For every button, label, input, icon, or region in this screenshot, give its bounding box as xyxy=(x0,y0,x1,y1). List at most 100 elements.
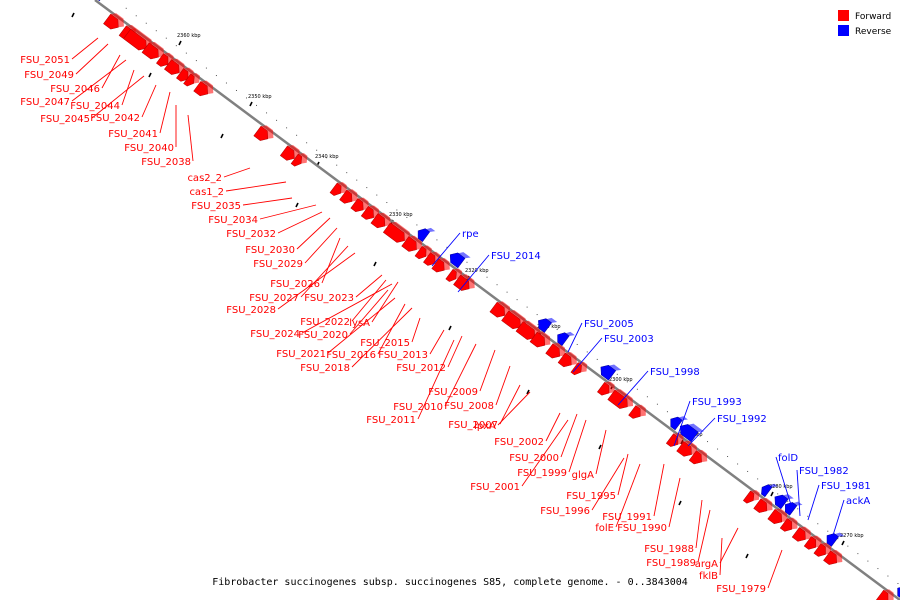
forward-gene-arrow[interactable] xyxy=(401,233,426,257)
gene-label[interactable]: FSU_2013 xyxy=(378,350,428,361)
gene-label[interactable]: cas2_2 xyxy=(187,173,222,184)
forward-gene-arrow[interactable] xyxy=(193,78,217,101)
gene-label[interactable]: FSU_2023 xyxy=(304,293,354,304)
reverse-gene-arrow[interactable] xyxy=(597,359,622,383)
forward-gene-arrow[interactable] xyxy=(141,40,168,65)
gene-label[interactable]: FSU_2024 xyxy=(250,329,300,340)
gene-label[interactable]: argA xyxy=(695,559,718,570)
gene-label[interactable]: FSU_2012 xyxy=(396,363,446,374)
gene-label[interactable]: FSU_2022 xyxy=(300,317,350,328)
gene-label[interactable]: lysA xyxy=(349,318,370,329)
gene-label[interactable]: FSU_1988 xyxy=(644,544,694,555)
forward-gene-arrow[interactable] xyxy=(329,180,350,201)
gene-label[interactable]: FSU_2038 xyxy=(141,157,191,168)
gene-label[interactable]: FSU_2002 xyxy=(494,437,544,448)
gene-label[interactable]: FSU_2005 xyxy=(584,319,634,330)
gene-label[interactable]: FSU_2009 xyxy=(428,387,478,398)
gene-label[interactable]: FSU_2040 xyxy=(124,143,174,154)
gene-label[interactable]: FSU_2003 xyxy=(604,334,654,345)
gene-label[interactable]: FSU_2028 xyxy=(226,305,276,316)
gene-label[interactable]: FSU_1979 xyxy=(716,584,766,595)
gene-label[interactable]: FSU_2029 xyxy=(253,259,303,270)
gene-label[interactable]: folE xyxy=(595,523,614,534)
reverse-gene-arrow[interactable] xyxy=(90,0,112,3)
gene-label[interactable]: FSU_2007 xyxy=(448,420,498,431)
gene-label[interactable]: FSU_2045 xyxy=(40,114,90,125)
gene-label[interactable]: FSU_2020 xyxy=(298,330,348,341)
forward-gene-arrow[interactable] xyxy=(453,272,479,296)
forward-gene-arrow[interactable] xyxy=(742,488,762,508)
gene-label[interactable]: FSU_2032 xyxy=(226,229,276,240)
reverse-gene-arrow[interactable] xyxy=(677,418,704,444)
reverse-gene-arrow[interactable] xyxy=(823,528,845,549)
gene-label[interactable]: FSU_1998 xyxy=(650,367,700,378)
gene-label[interactable]: fklB xyxy=(699,571,718,582)
forward-gene-arrow[interactable] xyxy=(489,299,514,323)
gene-label[interactable]: FSU_1989 xyxy=(646,558,696,569)
forward-gene-arrow[interactable] xyxy=(803,533,825,554)
forward-gene-arrow[interactable] xyxy=(123,26,155,56)
forward-gene-arrow[interactable] xyxy=(688,447,711,469)
forward-gene-arrow[interactable] xyxy=(360,203,383,225)
forward-gene-arrow[interactable] xyxy=(414,243,435,264)
reverse-gene-arrow[interactable] xyxy=(782,496,803,517)
gene-label[interactable]: cas1_2 xyxy=(189,187,224,198)
gene-label[interactable]: FSU_2047 xyxy=(20,97,70,108)
gene-label[interactable]: FSU_2035 xyxy=(191,201,241,212)
forward-gene-arrow[interactable] xyxy=(103,11,128,35)
gene-label[interactable]: rpe xyxy=(462,229,479,240)
gene-label[interactable]: FSU_1999 xyxy=(517,468,567,479)
gene-label[interactable]: FSU_2042 xyxy=(90,113,140,124)
forward-gene-arrow[interactable] xyxy=(253,123,277,146)
gene-label[interactable]: FSU_1981 xyxy=(821,481,871,492)
gene-label[interactable]: FSU_2049 xyxy=(24,70,74,81)
forward-gene-arrow[interactable] xyxy=(290,151,310,171)
forward-gene-arrow[interactable] xyxy=(164,56,188,80)
gene-label[interactable]: FSU_1990 xyxy=(617,523,667,534)
reverse-gene-arrow[interactable] xyxy=(759,479,778,499)
gene-label[interactable]: FSU_1982 xyxy=(799,466,849,477)
forward-gene-arrow[interactable] xyxy=(779,515,801,536)
gene-label[interactable]: FSU_2034 xyxy=(208,215,258,226)
forward-gene-arrow[interactable] xyxy=(753,496,776,518)
gene-label[interactable]: FSU_2027 xyxy=(249,293,299,304)
gene-label[interactable]: FSU_2016 xyxy=(326,350,376,361)
forward-gene-arrow[interactable] xyxy=(350,195,373,217)
gene-label[interactable]: FSU_1995 xyxy=(566,491,616,502)
forward-gene-arrow[interactable] xyxy=(628,402,650,423)
gene-label[interactable]: FSU_1996 xyxy=(540,506,590,517)
forward-gene-arrow[interactable] xyxy=(339,187,362,209)
forward-gene-arrow[interactable] xyxy=(597,379,618,400)
gene-label[interactable]: FSU_2041 xyxy=(108,129,158,140)
forward-gene-arrow[interactable] xyxy=(823,548,846,570)
reverse-gene-arrow[interactable] xyxy=(415,223,436,244)
gene-label[interactable]: FSU_2018 xyxy=(300,363,350,374)
gene-label[interactable]: FSU_2014 xyxy=(491,251,541,262)
gene-label[interactable]: FSU_2011 xyxy=(366,415,416,426)
reverse-gene-arrow[interactable] xyxy=(447,247,471,271)
reverse-gene-arrow[interactable] xyxy=(554,327,575,348)
forward-gene-arrow[interactable] xyxy=(370,210,394,233)
gene-label[interactable]: FSU_2021 xyxy=(276,349,326,360)
forward-gene-arrow[interactable] xyxy=(557,350,580,372)
gene-label[interactable]: FSU_2030 xyxy=(245,245,295,256)
gene-label[interactable]: FSU_2015 xyxy=(360,338,410,349)
reverse-gene-arrow[interactable] xyxy=(535,312,558,334)
gene-label[interactable]: FSU_2001 xyxy=(470,482,520,493)
forward-gene-arrow[interactable] xyxy=(382,220,413,248)
gene-label[interactable]: lpxA xyxy=(474,421,496,432)
gene-label[interactable]: FSU_2008 xyxy=(444,401,494,412)
gene-label[interactable]: FSU_1991 xyxy=(602,512,652,523)
gene-label[interactable]: FSU_2010 xyxy=(393,402,443,413)
forward-gene-arrow[interactable] xyxy=(183,71,203,91)
gene-label[interactable]: FSU_2044 xyxy=(70,101,120,112)
forward-gene-arrow[interactable] xyxy=(279,143,303,166)
gene-label[interactable]: folD xyxy=(778,453,798,464)
gene-label[interactable]: FSU_2000 xyxy=(509,453,559,464)
forward-gene-arrow[interactable] xyxy=(529,329,554,353)
forward-gene-arrow[interactable] xyxy=(545,340,569,363)
gene-label[interactable]: FSU_2046 xyxy=(50,84,100,95)
gene-label[interactable]: FSU_1992 xyxy=(717,414,767,425)
forward-gene-arrow[interactable] xyxy=(791,524,814,546)
gene-label[interactable]: FSU_1993 xyxy=(692,397,742,408)
